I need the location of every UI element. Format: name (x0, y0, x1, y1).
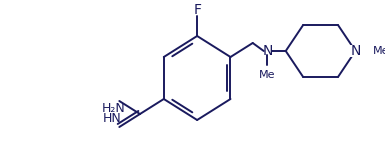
Text: N: N (350, 44, 361, 58)
Text: F: F (193, 3, 201, 17)
Text: Me: Me (373, 46, 385, 56)
Text: H₂N: H₂N (102, 102, 126, 116)
FancyBboxPatch shape (349, 45, 362, 57)
Text: N: N (262, 44, 273, 58)
Text: Me: Me (259, 70, 276, 80)
Text: HN: HN (103, 112, 121, 126)
